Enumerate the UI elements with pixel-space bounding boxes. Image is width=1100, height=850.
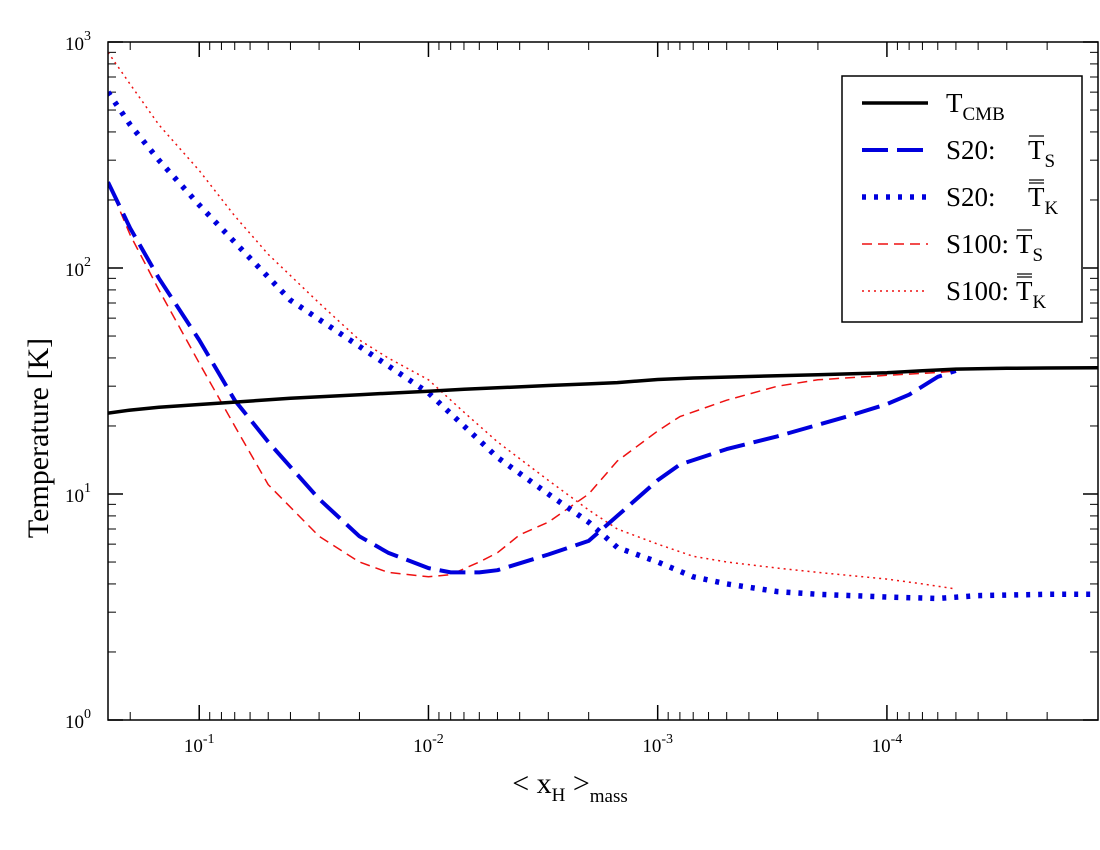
y-tick-label: 103 — [65, 29, 91, 55]
x-axis-title-main: < x — [512, 767, 551, 800]
series-line-4 — [108, 51, 957, 590]
x-tick-label: 10-1 — [184, 732, 215, 757]
series-line-1 — [108, 181, 957, 575]
legend-box — [841, 75, 1083, 323]
legend-label-2: S20: TK — [946, 182, 1059, 219]
legend-label-1: S20: TS — [946, 135, 1055, 172]
major-ticks — [108, 41, 1098, 721]
x-axis-title: < xH >mass — [512, 767, 628, 807]
y-tick-label: 101 — [65, 481, 91, 507]
minor-ticks — [108, 42, 1098, 720]
legend-label-0: TCMB — [946, 88, 1005, 125]
tick-labels: 10-1 10-2 10-3 10-4 100 101 102 103 — [65, 29, 902, 757]
x-tick-label: 10-4 — [872, 732, 903, 757]
y-axis-title: Temperature [K] — [22, 338, 55, 538]
x-axis-title-sub-mass: mass — [590, 786, 628, 807]
x-tick-label: 10-2 — [413, 732, 444, 757]
series-line-3 — [108, 181, 956, 578]
plot-frame — [107, 41, 1099, 721]
series-line-2 — [108, 90, 1098, 602]
legend-label-4: S100: TK — [946, 276, 1047, 313]
legend: TCMB S20: TS S20: TK S100: TS S100: TK — [841, 75, 1083, 323]
legend-label-3: S100: TS — [946, 229, 1043, 266]
series-line-0 — [108, 365, 1098, 415]
x-axis-title-sub-h: H — [552, 785, 566, 806]
series-layer — [108, 51, 1098, 602]
x-axis-title-close: > — [565, 767, 589, 800]
x-tick-label: 10-3 — [642, 732, 673, 757]
y-tick-label: 100 — [65, 707, 91, 733]
y-tick-label: 102 — [65, 255, 91, 281]
